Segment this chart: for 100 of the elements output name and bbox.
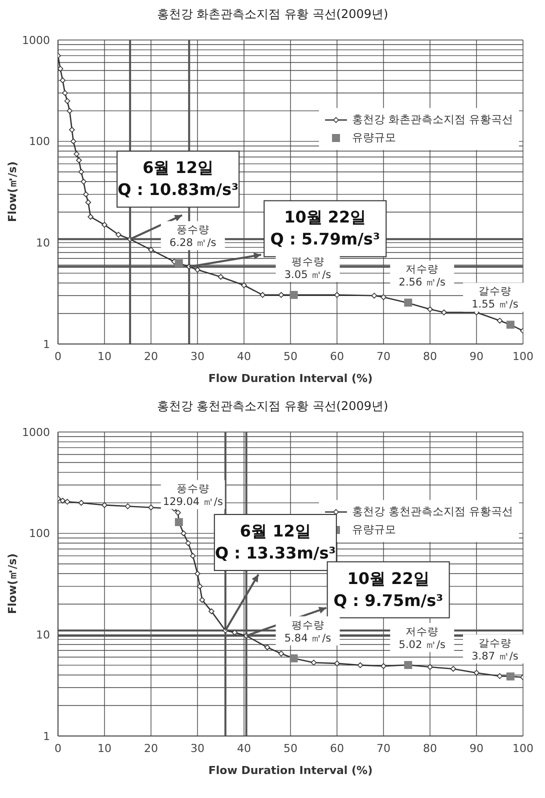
point: [148, 246, 154, 253]
point: [278, 650, 284, 657]
point: [194, 266, 200, 273]
y-tick-label: 100: [29, 135, 50, 148]
point: [180, 530, 186, 536]
point: [83, 191, 89, 198]
annotation: 6월 12일 Q : 13.33m/s³: [215, 521, 336, 562]
annotation: 10월 22일 Q : 5.79m/s³: [270, 208, 380, 249]
x-tick-label: 90: [470, 350, 484, 363]
point: [66, 108, 73, 114]
point: [80, 178, 86, 185]
point: [380, 663, 386, 669]
point: [232, 630, 238, 636]
point: [148, 504, 154, 510]
point: [290, 290, 298, 299]
y-axis-title: Flow(㎥/s): [6, 553, 19, 614]
annotation: 갈수량 1.55 ㎥/s: [472, 286, 518, 311]
point: [208, 608, 214, 614]
x-tick-label: 30: [190, 350, 204, 363]
point: [496, 318, 503, 324]
point: [116, 232, 122, 238]
x-tick-label: 70: [376, 742, 390, 755]
legend-label: 유량규모: [352, 522, 396, 538]
point: [194, 570, 200, 577]
x-tick-label: 100: [512, 350, 534, 363]
point: [241, 282, 247, 288]
point: [175, 510, 181, 516]
annotation: 평수량 3.05 ㎥/s: [284, 256, 332, 281]
y-axis-title: Flow(㎥/s): [6, 161, 19, 222]
annotation: 갈수량 3.87 ㎥/s: [472, 637, 518, 662]
annotation: 저수량 2.56 ㎥/s: [398, 264, 446, 289]
x-tick-label: 20: [144, 742, 158, 755]
annotation: 저수량 5.02 ㎥/s: [398, 626, 446, 651]
point: [69, 126, 75, 133]
x-tick-label: 50: [284, 350, 298, 363]
x-tick-label: 50: [284, 742, 298, 755]
y-tick-label: 10: [36, 628, 50, 642]
point: [278, 292, 284, 298]
point: [60, 498, 66, 504]
point: [371, 292, 378, 299]
x-tick-label: 0: [54, 350, 62, 363]
x-tick-label: 30: [190, 742, 204, 755]
point: [124, 503, 131, 510]
y-tick-label: 1000: [22, 34, 50, 47]
point: [185, 540, 192, 546]
legend-label: 유량규모: [352, 130, 396, 146]
point: [58, 66, 64, 72]
x-tick-label: 40: [237, 742, 251, 755]
x-tick-label: 10: [98, 350, 112, 363]
x-tick-label: 40: [237, 350, 251, 363]
annotation: 평수량 5.84 ㎥/s: [284, 619, 332, 644]
x-tick-label: 60: [330, 350, 344, 363]
point: [64, 498, 70, 505]
x-tick-label: 70: [376, 350, 390, 363]
point: [78, 168, 84, 175]
annotation: 풍수량 6.28 ㎥/s: [170, 224, 216, 250]
point: [404, 298, 412, 307]
point: [357, 662, 364, 668]
point: [76, 157, 82, 164]
point: [427, 664, 433, 670]
point: [102, 502, 108, 508]
point: [70, 138, 76, 144]
point: [64, 98, 70, 104]
point: [190, 552, 196, 559]
y-tick-label: 1: [43, 338, 50, 351]
x-tick-label: 20: [144, 350, 158, 363]
point: [334, 660, 340, 666]
x-tick-label: 80: [423, 350, 437, 363]
annotation: 6월 12일 Q : 10.83m/s³: [118, 158, 238, 200]
legend-label: 홍천강 홍천관측소지점 유황곡선: [352, 504, 513, 520]
point: [218, 274, 224, 280]
point: [450, 666, 456, 672]
point: [474, 670, 480, 676]
x-tick-label: 90: [470, 742, 484, 755]
x-axis-title: Flow Duration Interval (%): [208, 764, 373, 777]
x-tick-label: 0: [54, 742, 62, 755]
point: [78, 500, 84, 506]
point: [496, 673, 503, 680]
y-tick-label: 10: [36, 236, 50, 250]
annotation: 10월 22일 Q : 9.75m/s³: [333, 568, 444, 610]
point: [310, 660, 317, 666]
point: [427, 306, 433, 312]
point: [264, 644, 270, 650]
x-tick-label: 60: [330, 742, 344, 755]
point: [62, 90, 68, 96]
legend-label: 홍천강 화촌관측소지점 유황곡선: [352, 112, 513, 128]
point: [380, 294, 386, 300]
point: [260, 292, 266, 298]
chart-title: 홍천강 홍천관측소지점 유황 곡선(2009년): [156, 398, 390, 415]
point: [334, 292, 340, 298]
point: [102, 222, 108, 228]
annotation: 풍수량 129.04 ㎥/s: [162, 483, 223, 508]
point: [199, 597, 206, 603]
y-tick-label: 1: [43, 730, 50, 743]
point: [74, 151, 80, 157]
y-tick-label: 1000: [22, 426, 50, 439]
x-axis-title: Flow Duration Interval (%): [208, 372, 373, 385]
point: [196, 583, 203, 590]
point: [60, 77, 66, 84]
point: [174, 259, 183, 268]
